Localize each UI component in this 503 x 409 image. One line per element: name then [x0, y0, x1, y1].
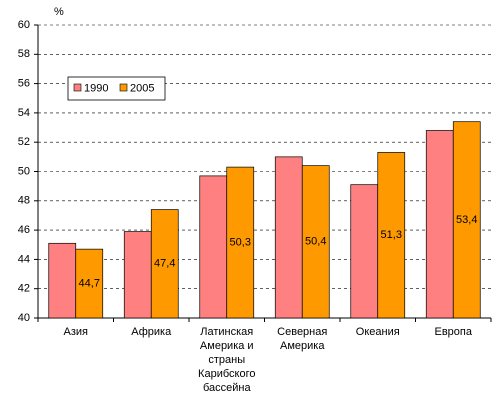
data-label: 50,3: [230, 236, 251, 248]
y-tick-label: 42: [18, 283, 30, 295]
y-tick-label: 58: [18, 48, 30, 60]
legend-swatch: [73, 83, 82, 92]
x-tick-label: Северная Америка: [277, 326, 328, 352]
x-tick-label: Африка: [131, 326, 172, 338]
bar: [452, 121, 481, 319]
y-tick-label: 50: [18, 165, 30, 177]
y-tick-label: 60: [18, 19, 30, 31]
y-tick-label: 48: [18, 195, 30, 207]
y-tick-label: 56: [18, 78, 30, 90]
bar: [274, 156, 303, 319]
bar: [377, 152, 406, 319]
legend-label: 1990: [84, 82, 108, 94]
y-tick-label: 54: [18, 107, 30, 119]
bar: [150, 209, 179, 319]
legend-box: [67, 76, 166, 101]
bar: [75, 248, 104, 319]
bar: [301, 165, 330, 319]
legend-swatch: [119, 83, 128, 92]
data-label: 51,3: [381, 229, 402, 241]
y-tick-label: 44: [18, 253, 30, 265]
data-label: 50,4: [305, 236, 326, 248]
x-tick-label: Латинская Америка и страны Карибского ба…: [198, 326, 256, 394]
data-label: 47,4: [154, 258, 175, 270]
bar: [48, 242, 77, 319]
x-tick-label: Азия: [63, 326, 88, 338]
bar: [199, 175, 228, 319]
data-label: 53,4: [456, 214, 477, 226]
y-tick-label: 52: [18, 136, 30, 148]
x-tick-label: Европа: [434, 326, 473, 338]
legend-label: 2005: [130, 82, 154, 94]
bar: [425, 130, 454, 319]
y-tick-label: 40: [18, 312, 30, 324]
bar: [350, 184, 379, 319]
bar: [123, 231, 152, 319]
data-label: 44,7: [79, 277, 100, 289]
x-tick-label: Океания: [355, 326, 400, 338]
y-unit: %: [54, 6, 64, 18]
y-tick-label: 46: [18, 224, 30, 236]
bar: [226, 166, 255, 319]
